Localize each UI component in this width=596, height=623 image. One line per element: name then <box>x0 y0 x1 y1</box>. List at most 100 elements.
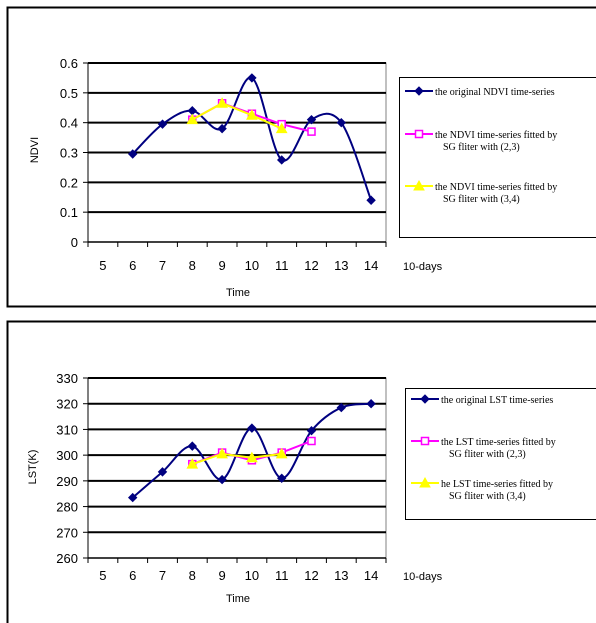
x-tick-label: 13 <box>334 568 348 583</box>
legend-item-1: the original LST time-series <box>411 394 553 406</box>
legend-item-3: he LST time-series fitted by SG fliter wi… <box>411 476 553 502</box>
y-axis-title: LST(K) <box>27 450 39 485</box>
legend-marker <box>414 129 424 139</box>
series-1 <box>127 399 376 503</box>
legend-item-2: the LST time-series fitted by SG fliter w… <box>411 436 556 460</box>
data-point <box>186 113 199 125</box>
legend-marker <box>419 476 431 488</box>
y-tick-label: 0.4 <box>60 116 78 131</box>
legend-label: the NDVI time-series fitted by SG fliter … <box>435 182 557 205</box>
y-tick-label: 310 <box>56 422 78 437</box>
legend-box <box>405 388 596 520</box>
data-point <box>157 467 168 477</box>
legend: the original NDVI time-series the NDVI ti… <box>399 77 596 238</box>
legend-label: the original LST time-series <box>441 395 553 406</box>
data-point <box>306 426 317 436</box>
series-line <box>191 452 282 466</box>
y-tick-label: 320 <box>56 397 78 412</box>
legend-label: he LST time-series fitted by SG fliter wi… <box>441 479 553 502</box>
y-tick-label: 290 <box>56 474 78 489</box>
x-tick-label: 9 <box>218 568 225 583</box>
x-tick-label: 8 <box>189 568 196 583</box>
data-point <box>275 447 288 459</box>
x-tick-label: 5 <box>99 258 106 273</box>
series-3 <box>186 447 288 469</box>
data-point <box>217 474 227 485</box>
legend-label: the original NDVI time-series <box>435 87 555 98</box>
data-point <box>127 149 138 159</box>
series-3 <box>186 97 288 134</box>
data-point <box>247 73 257 83</box>
data-point <box>336 402 347 413</box>
legend-item-2: the NDVI time-series fitted by SG fliter … <box>405 129 557 153</box>
legend-label: the NDVI time-series fitted by SG fliter … <box>435 130 557 153</box>
y-tick-label: 0.5 <box>60 86 78 101</box>
data-point <box>307 436 316 446</box>
y-axis-title: NDVI <box>29 137 41 163</box>
legend-item-1: the original NDVI time-series <box>405 86 555 98</box>
data-point <box>306 114 317 125</box>
x-axis-unit: 10-days <box>403 261 443 273</box>
series-1 <box>127 73 376 205</box>
data-point <box>216 97 228 108</box>
data-point <box>187 441 198 451</box>
x-tick-label: 6 <box>129 258 136 273</box>
series-line <box>131 76 373 201</box>
data-point <box>275 122 288 134</box>
y-tick-label: 0 <box>71 235 78 250</box>
data-point <box>366 195 376 205</box>
legend: the original LST time-series the LST time… <box>405 388 596 520</box>
data-point <box>336 117 347 128</box>
data-point <box>186 458 199 469</box>
x-tick-label: 13 <box>334 258 348 273</box>
y-tick-label: 330 <box>56 371 78 386</box>
x-tick-label: 14 <box>364 568 378 583</box>
data-point <box>216 447 228 459</box>
x-tick-label: 9 <box>218 258 225 273</box>
x-tick-label: 6 <box>129 568 136 583</box>
data-point <box>127 492 138 503</box>
data-point <box>247 423 257 433</box>
data-point <box>217 123 227 134</box>
data-point <box>246 451 258 463</box>
legend-marker <box>414 86 424 96</box>
data-point <box>276 155 287 165</box>
x-axis-title: Time <box>226 593 250 605</box>
x-tick-label: 7 <box>159 568 166 583</box>
x-axis-unit: 10-days <box>403 571 443 583</box>
lst-chart: 260 270 280 290 300 310 320 330 5 6 7 8 9 10 11 12 13 14 L… <box>6 320 596 623</box>
x-tick-label: 12 <box>304 568 318 583</box>
y-tick-label: 270 <box>56 525 78 540</box>
legend-item-3: the NDVI time-series fitted by SG fliter … <box>405 179 557 205</box>
x-tick-label: 12 <box>304 258 318 273</box>
y-tick-label: 0.2 <box>60 175 78 190</box>
data-point <box>157 119 168 129</box>
x-tick-label: 7 <box>159 258 166 273</box>
y-tick-label: 0.6 <box>60 56 78 71</box>
legend-box <box>399 77 596 238</box>
y-tick-label: 280 <box>56 500 78 515</box>
data-point <box>246 109 258 120</box>
ndvi-chart: 0 0.1 0.2 0.3 0.4 0.5 0.6 5 6 7 8 9 10 11 12 13 14 NDVI Ti… <box>6 6 596 308</box>
y-tick-label: 0.1 <box>60 205 78 220</box>
x-tick-label: 10 <box>245 258 259 273</box>
y-tick-label: 300 <box>56 448 78 463</box>
x-tick-label: 10 <box>245 568 259 583</box>
series-line <box>191 102 283 130</box>
x-tick-label: 11 <box>275 258 289 273</box>
x-tick-label: 5 <box>99 568 106 583</box>
legend-marker <box>420 436 430 446</box>
x-axis-title: Time <box>226 287 250 299</box>
ndvi-chart-panel: 0 0.1 0.2 0.3 0.4 0.5 0.6 5 6 7 8 9 10 11 12 13 14 NDVI Ti… <box>6 6 596 308</box>
y-tick-label: 0.3 <box>60 146 78 161</box>
lst-chart-panel: 260 270 280 290 300 310 320 330 5 6 7 8 9 10 11 12 13 14 L… <box>0 319 596 623</box>
x-tick-label: 14 <box>364 258 378 273</box>
data-point <box>276 473 287 483</box>
x-tick-label: 11 <box>275 568 289 583</box>
y-tick-label: 260 <box>56 551 78 566</box>
legend-marker <box>413 179 425 191</box>
data-point <box>366 399 376 409</box>
legend-label: the LST time-series fitted by SG fliter w… <box>441 437 556 460</box>
legend-marker <box>420 394 430 404</box>
x-tick-label: 8 <box>189 258 196 273</box>
